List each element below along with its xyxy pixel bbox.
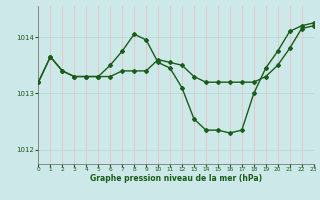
X-axis label: Graphe pression niveau de la mer (hPa): Graphe pression niveau de la mer (hPa) xyxy=(90,174,262,183)
